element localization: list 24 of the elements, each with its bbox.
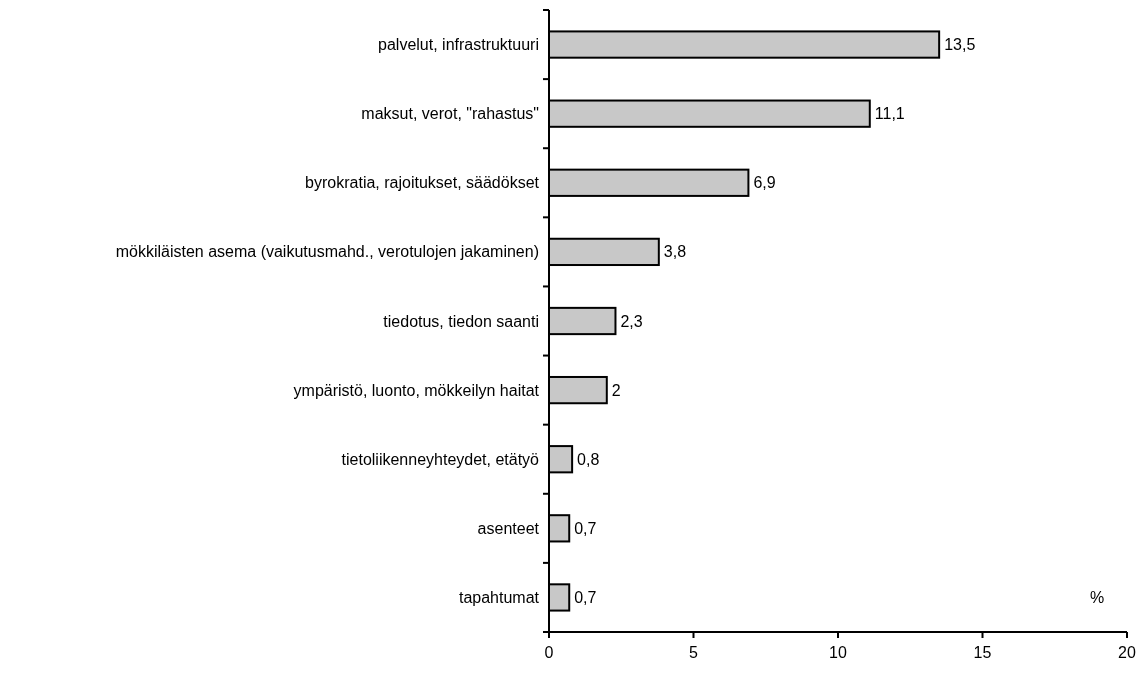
x-axis-title: % bbox=[1089, 589, 1105, 607]
y-tick-label: tiedotus, tiedon saanti bbox=[383, 312, 539, 330]
x-tick-label: 20 bbox=[1118, 644, 1136, 661]
data-label: 0,7 bbox=[574, 519, 597, 537]
y-tick-label: asenteet bbox=[477, 519, 540, 537]
y-tick-label: mökkiläisten asema (vaikutusmahd., verotulojen jakaminen) bbox=[115, 243, 539, 261]
y-tick-label: palvelut, infrastruktuuri bbox=[378, 36, 539, 54]
y-tick-label: tietoliikenneyhteydet, etätyö bbox=[341, 450, 540, 468]
data-label: 2 bbox=[611, 381, 621, 399]
data-label: 3,8 bbox=[663, 243, 687, 261]
y-tick-label: tapahtumat bbox=[458, 589, 540, 607]
x-tick-label: 0 bbox=[544, 644, 554, 661]
data-label: 0,8 bbox=[577, 450, 600, 468]
x-tick-label: 10 bbox=[829, 644, 847, 661]
y-tick-label: ympäristö, luonto, mökkeilyn haitat bbox=[293, 381, 540, 399]
data-label: 13,5 bbox=[944, 36, 976, 54]
y-tick-label: byrokratia, rajoitukset, säädökset bbox=[305, 174, 540, 192]
x-tick-label: 5 bbox=[689, 644, 699, 661]
data-label: 11,1 bbox=[874, 105, 905, 123]
data-label: 2,3 bbox=[620, 312, 643, 330]
y-tick-label: maksut, verot, "rahastus" bbox=[361, 105, 539, 123]
data-label: 6,9 bbox=[753, 174, 776, 192]
data-label: 0,7 bbox=[574, 589, 597, 607]
x-tick-label: 15 bbox=[973, 644, 992, 661]
